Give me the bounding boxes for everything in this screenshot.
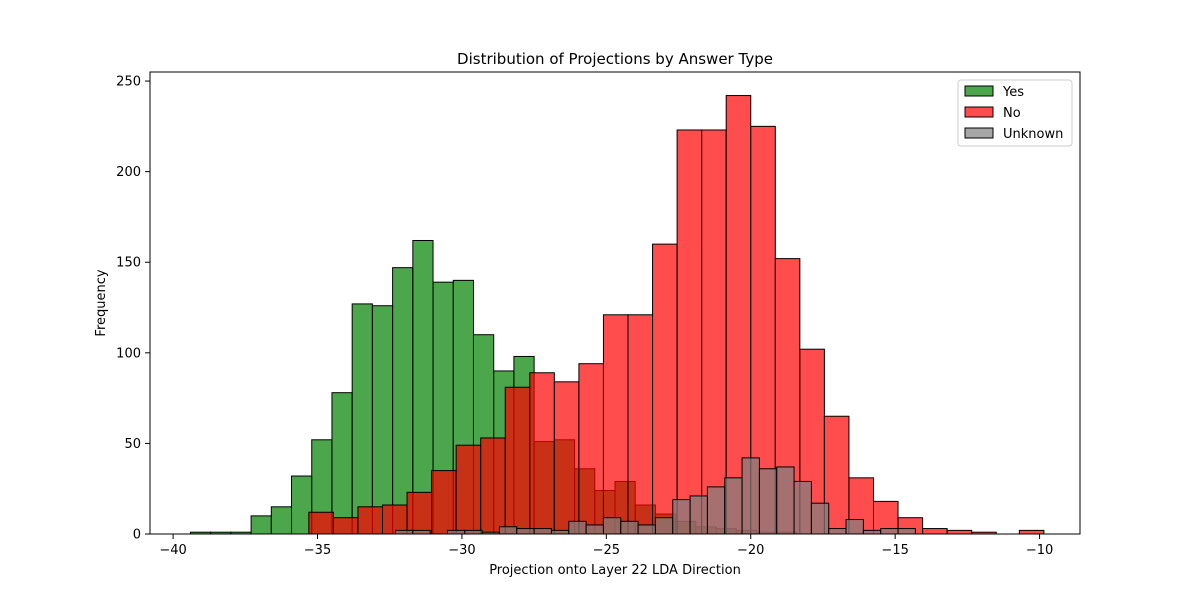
bar-yes-9 [371, 305, 394, 535]
bar-no-14 [652, 243, 678, 535]
bar-unknown-0 [395, 529, 414, 535]
x-axis-title: Projection onto Layer 22 LDA Direction [489, 563, 741, 578]
chart-title: Distribution of Projections by Answer Ty… [457, 50, 773, 68]
x-tick-label: −15 [881, 543, 908, 558]
bar-yes-8 [351, 303, 373, 535]
bar-no-28 [1018, 529, 1045, 535]
y-axis: 0 50 100 150 200 250 [116, 75, 150, 543]
bar-no-1 [332, 517, 359, 535]
bar-no-8 [504, 386, 531, 535]
bar-unknown-8 [550, 529, 570, 535]
bar-unknown-28 [897, 528, 916, 535]
bar-unknown-1 [412, 529, 431, 535]
bar-no-12 [602, 314, 629, 535]
bar-no-6 [455, 444, 482, 535]
bar-unknown-5 [498, 526, 518, 535]
bar-unknown-24 [828, 528, 847, 535]
bar-no-15 [676, 129, 703, 535]
bar-no-5 [431, 470, 457, 535]
legend-label-no: No [1003, 106, 1021, 121]
bar-unknown-23 [810, 502, 830, 535]
bar-yes-11 [412, 239, 434, 535]
bar-unknown-26 [862, 529, 882, 535]
bars-layer [189, 95, 1045, 535]
bar-unknown-13 [637, 524, 656, 535]
bar-unknown-6 [516, 528, 535, 535]
x-tick-label: −10 [1026, 543, 1053, 558]
bar-unknown-21 [776, 466, 795, 535]
x-axis: −40 −35 −30 −25 −20 −15 −10 [159, 534, 1053, 558]
bar-no-2 [357, 506, 384, 535]
legend-swatch-unknown [964, 127, 994, 139]
legend-swatch-yes [964, 85, 994, 97]
bar-no-0 [308, 511, 334, 535]
legend-label-yes: Yes [1002, 85, 1024, 100]
y-tick-label: 100 [116, 346, 141, 361]
legend-swatch-no [964, 106, 994, 118]
bar-unknown-15 [672, 499, 691, 535]
bar-no-16 [701, 129, 727, 535]
y-tick-label: 200 [116, 165, 141, 180]
bar-unknown-2 [446, 529, 466, 535]
y-tick-label: 150 [116, 256, 141, 271]
bar-no-7 [480, 437, 506, 535]
bar-unknown-3 [464, 529, 483, 535]
bar-unknown-14 [654, 517, 674, 535]
bar-unknown-10 [585, 524, 604, 535]
bar-no-10 [553, 381, 580, 535]
bar-no-4 [406, 491, 433, 535]
bar-no-9 [529, 372, 555, 535]
y-axis-title: Frequency [94, 269, 109, 336]
bar-yes-7 [331, 392, 353, 535]
bar-unknown-20 [758, 468, 778, 535]
bar-no-25 [922, 528, 948, 535]
bar-no-13 [627, 314, 654, 535]
bar-unknown-7 [533, 528, 552, 535]
bar-unknown-19 [741, 457, 760, 535]
bar-unknown-22 [793, 480, 812, 535]
plot-frame [149, 71, 1081, 535]
series-no [308, 95, 1045, 535]
bar-unknown-9 [568, 520, 587, 535]
bar-unknown-16 [689, 495, 708, 535]
bar-yes-4 [270, 506, 293, 535]
x-tick-label: −40 [159, 543, 186, 558]
bar-no-26 [946, 529, 973, 535]
legend: Yes No Unknown [957, 79, 1073, 147]
x-tick-label: −30 [448, 543, 475, 558]
y-tick-label: 0 [133, 528, 141, 543]
bar-unknown-27 [880, 528, 899, 535]
bar-unknown-11 [602, 517, 622, 535]
bar-no-3 [382, 504, 408, 535]
legend-label-unknown: Unknown [1003, 127, 1063, 142]
bar-unknown-25 [845, 519, 864, 535]
bar-unknown-17 [706, 486, 726, 535]
x-tick-label: −35 [304, 543, 331, 558]
x-tick-label: −25 [593, 543, 620, 558]
x-tick-label: −20 [737, 543, 764, 558]
y-tick-label: 250 [116, 75, 141, 90]
bar-unknown-18 [724, 477, 743, 535]
y-tick-label: 50 [124, 437, 141, 452]
bar-yes-3 [250, 515, 272, 535]
bar-no-11 [578, 363, 604, 535]
bar-unknown-12 [620, 520, 639, 535]
